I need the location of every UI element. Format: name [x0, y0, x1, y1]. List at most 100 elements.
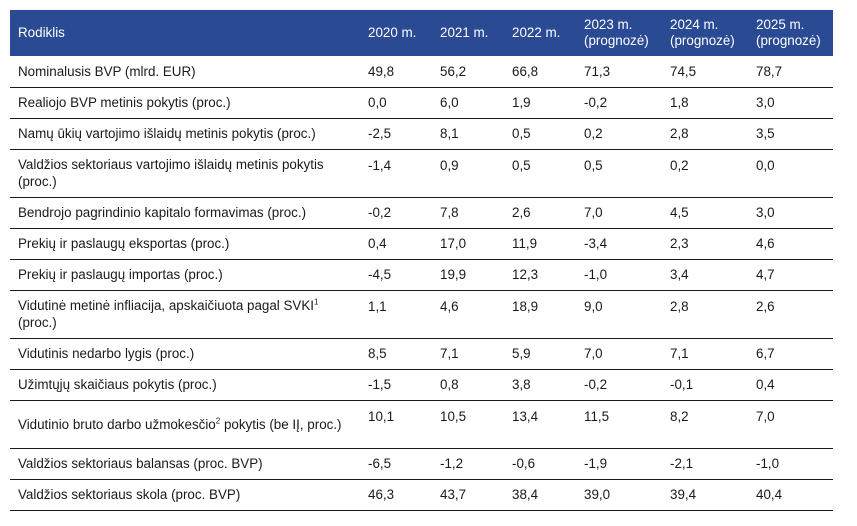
value-cell: 3,0	[748, 87, 833, 119]
footnote-marker: 1	[314, 297, 319, 307]
value-cell: 66,8	[504, 56, 576, 88]
value-cell: 2,6	[504, 197, 576, 229]
table-body: Nominalusis BVP (mlrd. EUR) 49,8 56,2 66,8 7…	[10, 56, 833, 511]
value-cell: 43,7	[432, 479, 504, 511]
value-cell: 0,5	[576, 149, 662, 198]
value-cell: 4,6	[432, 290, 504, 339]
value-cell: -2,1	[662, 448, 748, 480]
row-label: Vidutinė metinė infliacija, apskaičiuota…	[10, 290, 360, 339]
row-label-text: Nominalusis BVP (mlrd. EUR)	[18, 63, 196, 79]
economic-indicators-table: Rodiklis 2020 m. 2021 m. 2022 m. 2023 m.…	[10, 10, 833, 511]
value-cell: 7,0	[748, 400, 833, 449]
value-cell: 1,8	[662, 87, 748, 119]
value-cell: 12,3	[504, 259, 576, 291]
value-cell: 46,3	[360, 479, 432, 511]
row-label-text: Prekių ir paslaugų eksportas (proc.)	[18, 236, 230, 251]
row-label-text: Vidutinė metinė infliacija, apskaičiuota…	[18, 298, 315, 313]
value-cell: 4,5	[662, 197, 748, 229]
value-cell: 9,0	[576, 290, 662, 339]
value-cell: 0,4	[748, 369, 833, 401]
value-cell: -1,0	[748, 448, 833, 480]
row-label: Valdžios sektoriaus vartojimo išlaidų me…	[10, 149, 360, 198]
row-label-tail: pokytis (be IĮ, proc.)	[220, 416, 342, 432]
table-row: Prekių ir paslaugų importas (proc.) -4,5 1…	[10, 259, 833, 291]
value-cell: -4,5	[360, 259, 432, 291]
value-cell: -0,2	[360, 197, 432, 229]
row-label-text: Valdžios sektoriaus vartojimo išlaidų me…	[18, 157, 324, 189]
header-year: 2023 m. (prognozė)	[584, 17, 649, 48]
value-cell: 1,9	[504, 87, 576, 119]
header-year: 2020 m.	[368, 25, 417, 40]
row-label-text: Valdžios sektoriaus skola (proc. BVP)	[18, 487, 241, 502]
table-row: Užimtųjų skaičiaus pokytis (proc.) -1,5 0,…	[10, 369, 833, 401]
value-cell: 11,5	[576, 400, 662, 449]
value-cell: 74,5	[662, 56, 748, 88]
value-cell: 0,0	[748, 149, 833, 198]
header-year: 2022 m.	[512, 25, 561, 40]
value-cell: 2,6	[748, 290, 833, 339]
value-cell: 0,9	[432, 149, 504, 198]
value-cell: 7,1	[432, 338, 504, 370]
row-label: Vidutinis nedarbo lygis (proc.)	[10, 338, 360, 370]
row-label: Nominalusis BVP (mlrd. EUR)	[10, 56, 360, 88]
table-row: Nominalusis BVP (mlrd. EUR) 49,8 56,2 66,8 7…	[10, 56, 833, 88]
value-cell: 10,1	[360, 400, 432, 449]
value-cell: 2,8	[662, 290, 748, 339]
table-row: Vidutinis nedarbo lygis (proc.) 8,5 7,1 5,9…	[10, 338, 833, 370]
table-row: Realiojo BVP metinis pokytis (proc.) 0,0 6…	[10, 87, 833, 119]
header-indicator: Rodiklis	[18, 25, 65, 40]
value-cell: -1,0	[576, 259, 662, 291]
value-cell: 19,9	[432, 259, 504, 291]
header-year: 2024 m. (prognozė)	[670, 17, 735, 48]
value-cell: 10,5	[432, 400, 504, 449]
value-cell: 0,2	[662, 149, 748, 198]
value-cell: 6,7	[748, 338, 833, 370]
value-cell: 18,9	[504, 290, 576, 339]
table-row: Vidutinio bruto darbo užmokesčio2 pokyti…	[10, 400, 833, 449]
value-cell: 0,8	[432, 369, 504, 401]
value-cell: 39,0	[576, 479, 662, 511]
value-cell: -1,4	[360, 149, 432, 198]
value-cell: 2,3	[662, 228, 748, 260]
row-label: Valdžios sektoriaus skola (proc. BVP)	[10, 479, 360, 511]
table-row: Valdžios sektoriaus skola (proc. BVP) 46,…	[10, 479, 833, 511]
value-cell: 3,8	[504, 369, 576, 401]
row-label: Prekių ir paslaugų importas (proc.)	[10, 259, 360, 291]
value-cell: -1,5	[360, 369, 432, 401]
row-label: Užimtųjų skaičiaus pokytis (proc.)	[10, 369, 360, 401]
row-label-text: Valdžios sektoriaus balansas (proc. BVP)	[18, 456, 263, 471]
row-label-tail: (proc.)	[18, 315, 57, 330]
value-cell: 3,4	[662, 259, 748, 291]
value-cell: -2,5	[360, 118, 432, 150]
table-row: Bendrojo pagrindinio kapitalo formavimas…	[10, 197, 833, 229]
value-cell: -0,2	[576, 87, 662, 119]
footnote-marker: 2	[215, 416, 221, 426]
row-label-text: Prekių ir paslaugų importas (proc.)	[18, 267, 223, 282]
value-cell: 7,0	[576, 197, 662, 229]
value-cell: 3,5	[748, 118, 833, 150]
value-cell: -1,2	[432, 448, 504, 480]
table-row: Namų ūkių vartojimo išlaidų metinis poky…	[10, 118, 833, 150]
value-cell: 0,2	[576, 118, 662, 150]
value-cell: 0,4	[360, 228, 432, 260]
row-label: Prekių ir paslaugų eksportas (proc.)	[10, 228, 360, 260]
value-cell: 71,3	[576, 56, 662, 88]
header-row: Rodiklis 2020 m. 2021 m. 2022 m. 2023 m.…	[10, 10, 833, 56]
row-label-text: Bendrojo pagrindinio kapitalo formavimas…	[18, 205, 307, 220]
value-cell: -6,5	[360, 448, 432, 480]
value-cell: -0,2	[576, 369, 662, 401]
value-cell: 8,1	[432, 118, 504, 150]
value-cell: 49,8	[360, 56, 432, 88]
row-label-text: Vidutinio bruto darbo užmokesčio	[18, 416, 216, 432]
value-cell: 6,0	[432, 87, 504, 119]
value-cell: 0,5	[504, 149, 576, 198]
value-cell: 7,0	[576, 338, 662, 370]
row-label: Bendrojo pagrindinio kapitalo formavimas…	[10, 197, 360, 229]
value-cell: 3,0	[748, 197, 833, 229]
value-cell: 56,2	[432, 56, 504, 88]
row-label: Vidutinio bruto darbo užmokesčio2 pokyti…	[10, 400, 360, 449]
value-cell: 38,4	[504, 479, 576, 511]
value-cell: 2,8	[662, 118, 748, 150]
value-cell: 40,4	[748, 479, 833, 511]
value-cell: 7,1	[662, 338, 748, 370]
